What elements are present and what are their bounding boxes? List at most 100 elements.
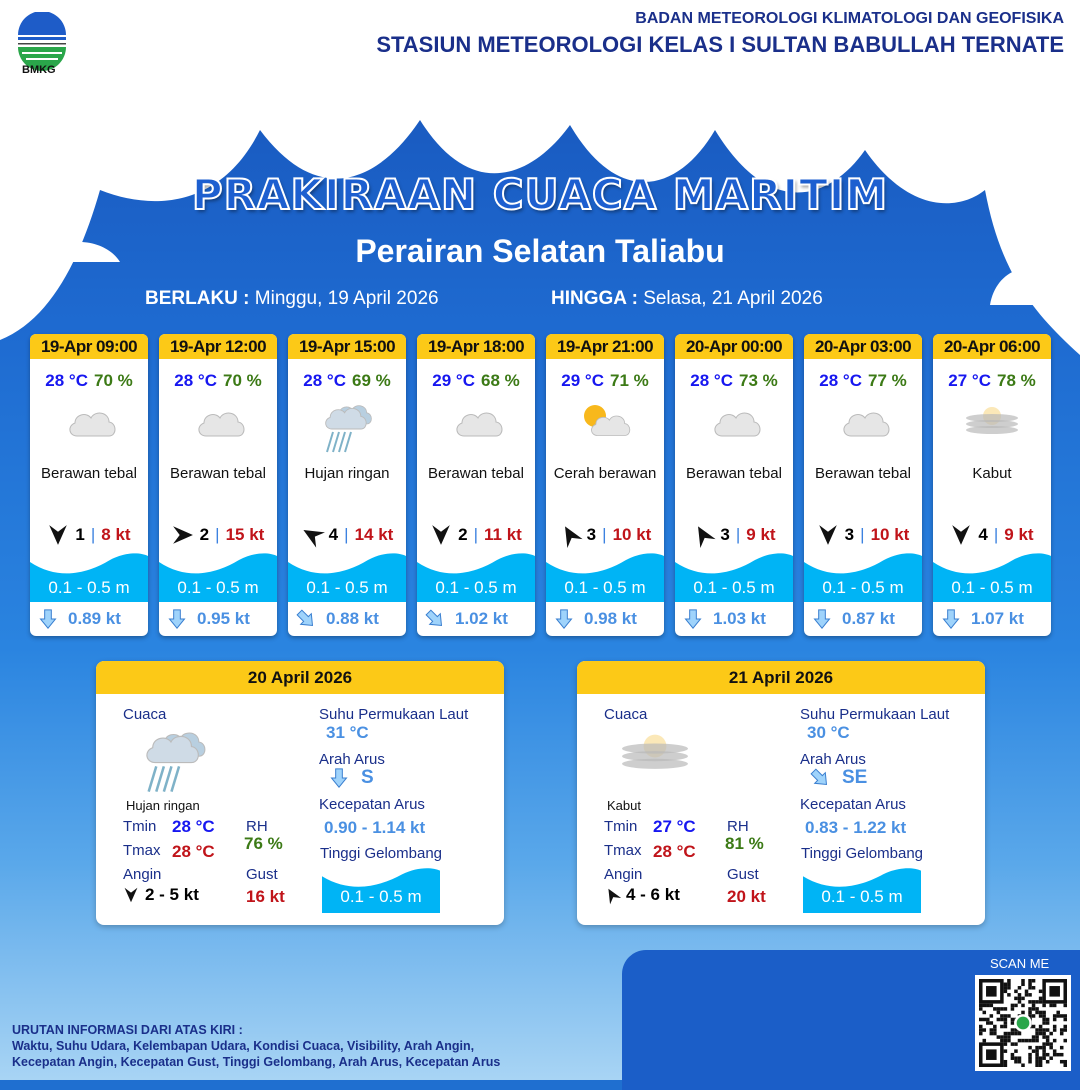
wind-direction-icon (432, 525, 450, 545)
wind-direction-icon (608, 888, 622, 905)
org-name: BADAN METEOROLOGI KLIMATOLOGI DAN GEOFIS… (635, 10, 1064, 27)
temp-rh-row: 28 °C 70 % (30, 371, 148, 391)
valid-from: BERLAKU : Minggu, 19 April 2026 (145, 288, 439, 310)
forecast-card: 20-Apr 06:00 27 °C 78 % Kabut 4 | 9 kt 0.1 … (933, 334, 1051, 636)
forecast-time: 20-Apr 00:00 (675, 334, 793, 359)
separator: | (735, 525, 741, 544)
wind-row: 1 | 8 kt (30, 524, 148, 546)
current-direction-icon (330, 768, 348, 788)
qr-code[interactable] (975, 975, 1071, 1071)
sst-value: 31 °C (326, 723, 369, 742)
arah-arus-label: Arah Arus (319, 751, 385, 768)
forecast-time: 19-Apr 12:00 (159, 334, 277, 359)
wind-speed: 3 (844, 525, 855, 544)
angin-label: Angin (123, 866, 162, 883)
wave-height-value: 0.1 - 0.5 m (693, 578, 775, 597)
angin-label: Angin (604, 866, 643, 883)
air-temperature: 29 °C (432, 371, 475, 390)
gust-label: Gust (727, 866, 759, 883)
wave-height: 0.1 - 0.5 m (675, 552, 793, 602)
thick-cloud-icon (69, 412, 116, 437)
weather-condition: Berawan tebal (428, 465, 524, 482)
wind-direction-icon (124, 887, 138, 903)
forecast-card: 20-Apr 00:00 28 °C 73 % Berawan tebal 3 | 9… (675, 334, 793, 636)
wave-height: 0.1 - 0.5 m (30, 552, 148, 602)
sst-label: Suhu Permukaan Laut (800, 706, 950, 723)
air-temperature: 27 °C (948, 371, 991, 390)
wave-height: 0.1 - 0.5 m (288, 552, 406, 602)
current-speed: 1.07 kt (971, 609, 1024, 628)
wave-height: 0.1 - 0.5 m (322, 867, 440, 913)
temp-rh-row: 28 °C 73 % (675, 371, 793, 391)
forecast-card: 19-Apr 12:00 28 °C 70 % Berawan tebal 2 | 1… (159, 334, 277, 636)
current-row: 0.87 kt (804, 602, 922, 636)
valid-to-label: HINGGA : (551, 288, 638, 309)
rh-label: RH (727, 818, 749, 835)
current-row: 0.89 kt (30, 602, 148, 636)
wind-row: 2 - 5 kt (123, 885, 199, 905)
page-title: PRAKIRAAN CUACA MARITIM (191, 169, 889, 220)
current-direction-icon (296, 609, 314, 627)
forecast-time: 19-Apr 09:00 (30, 334, 148, 359)
weather-condition: Kabut (607, 798, 641, 813)
weather-icon-wrap (159, 391, 277, 463)
wave-height-value: 0.1 - 0.5 m (340, 887, 422, 906)
gust-value: 20 kt (727, 887, 766, 906)
valid-from-date: Minggu, 19 April 2026 (254, 288, 439, 309)
thick-cloud-icon (714, 412, 761, 437)
forecast-card: 19-Apr 18:00 29 °C 68 % Berawan tebal 2 | 1… (417, 334, 535, 636)
weather-icon-wrap (617, 723, 693, 802)
separator: | (215, 525, 220, 544)
wind-speed: 4 (978, 525, 988, 544)
air-temperature: 28 °C (174, 371, 217, 390)
weather-condition: Berawan tebal (170, 465, 266, 482)
humidity: 70 % (222, 371, 262, 390)
wave-height: 0.1 - 0.5 m (804, 552, 922, 602)
cuaca-label: Cuaca (604, 706, 648, 723)
weather-condition: Hujan ringan (126, 798, 200, 813)
air-temperature: 28 °C (303, 371, 346, 390)
wind-speed: 1 (75, 525, 85, 544)
temp-rh-row: 28 °C 77 % (804, 371, 922, 391)
wind-direction-icon (698, 526, 716, 548)
sst-label: Suhu Permukaan Laut (319, 706, 469, 723)
kecepatan-arus-label: Kecepatan Arus (800, 796, 906, 813)
panel-date: 21 April 2026 (577, 661, 985, 694)
gust-speed: 15 kt (225, 525, 265, 544)
footer-line-1: URUTAN INFORMASI DARI ATAS KIRI : (12, 1023, 243, 1037)
daily-summary-panel: 21 April 2026 Cuaca Kabut Tmin 27 °C Tmax… (577, 661, 985, 925)
fog-icon (966, 407, 1018, 434)
current-row: 0.95 kt (159, 602, 277, 636)
air-temperature: 28 °C (45, 371, 88, 390)
gust-speed: 11 kt (484, 525, 522, 544)
area-name: Perairan Selatan Taliabu (355, 233, 725, 269)
tmax-label: Tmax (123, 842, 161, 859)
tmin-label: Tmin (123, 818, 157, 835)
temp-rh-row: 28 °C 69 % (288, 371, 406, 391)
current-row: 1.07 kt (933, 602, 1051, 636)
arah-arus-label: Arah Arus (800, 751, 866, 768)
humidity: 69 % (351, 371, 391, 390)
separator: | (993, 525, 999, 544)
fog-icon (622, 734, 688, 769)
current-row: 1.02 kt (417, 602, 535, 636)
current-direction-row: SE (810, 767, 867, 789)
wind-direction-icon (564, 526, 583, 548)
current-direction-row: S (329, 767, 374, 789)
light-rain-icon (325, 405, 372, 453)
current-row: 0.88 kt (288, 602, 406, 636)
weather-icon-wrap (417, 391, 535, 463)
gust-speed: 9 kt (746, 525, 776, 544)
station-name: STASIUN METEOROLOGI KELAS I SULTAN BABUL… (376, 32, 1064, 57)
wave-height: 0.1 - 0.5 m (933, 552, 1051, 602)
humidity: 78 % (996, 371, 1036, 390)
cuaca-label: Cuaca (123, 706, 167, 723)
gust-speed: 14 kt (354, 525, 394, 544)
current-speed-range: 0.90 - 1.14 kt (324, 818, 426, 837)
separator: | (473, 525, 479, 544)
wind-row: 3 | 10 kt (804, 524, 922, 546)
wave-height-value: 0.1 - 0.5 m (564, 578, 646, 597)
wind-range: 4 - 6 kt (626, 885, 680, 904)
weather-icon-wrap (804, 391, 922, 463)
tmin-value: 27 °C (653, 817, 696, 836)
